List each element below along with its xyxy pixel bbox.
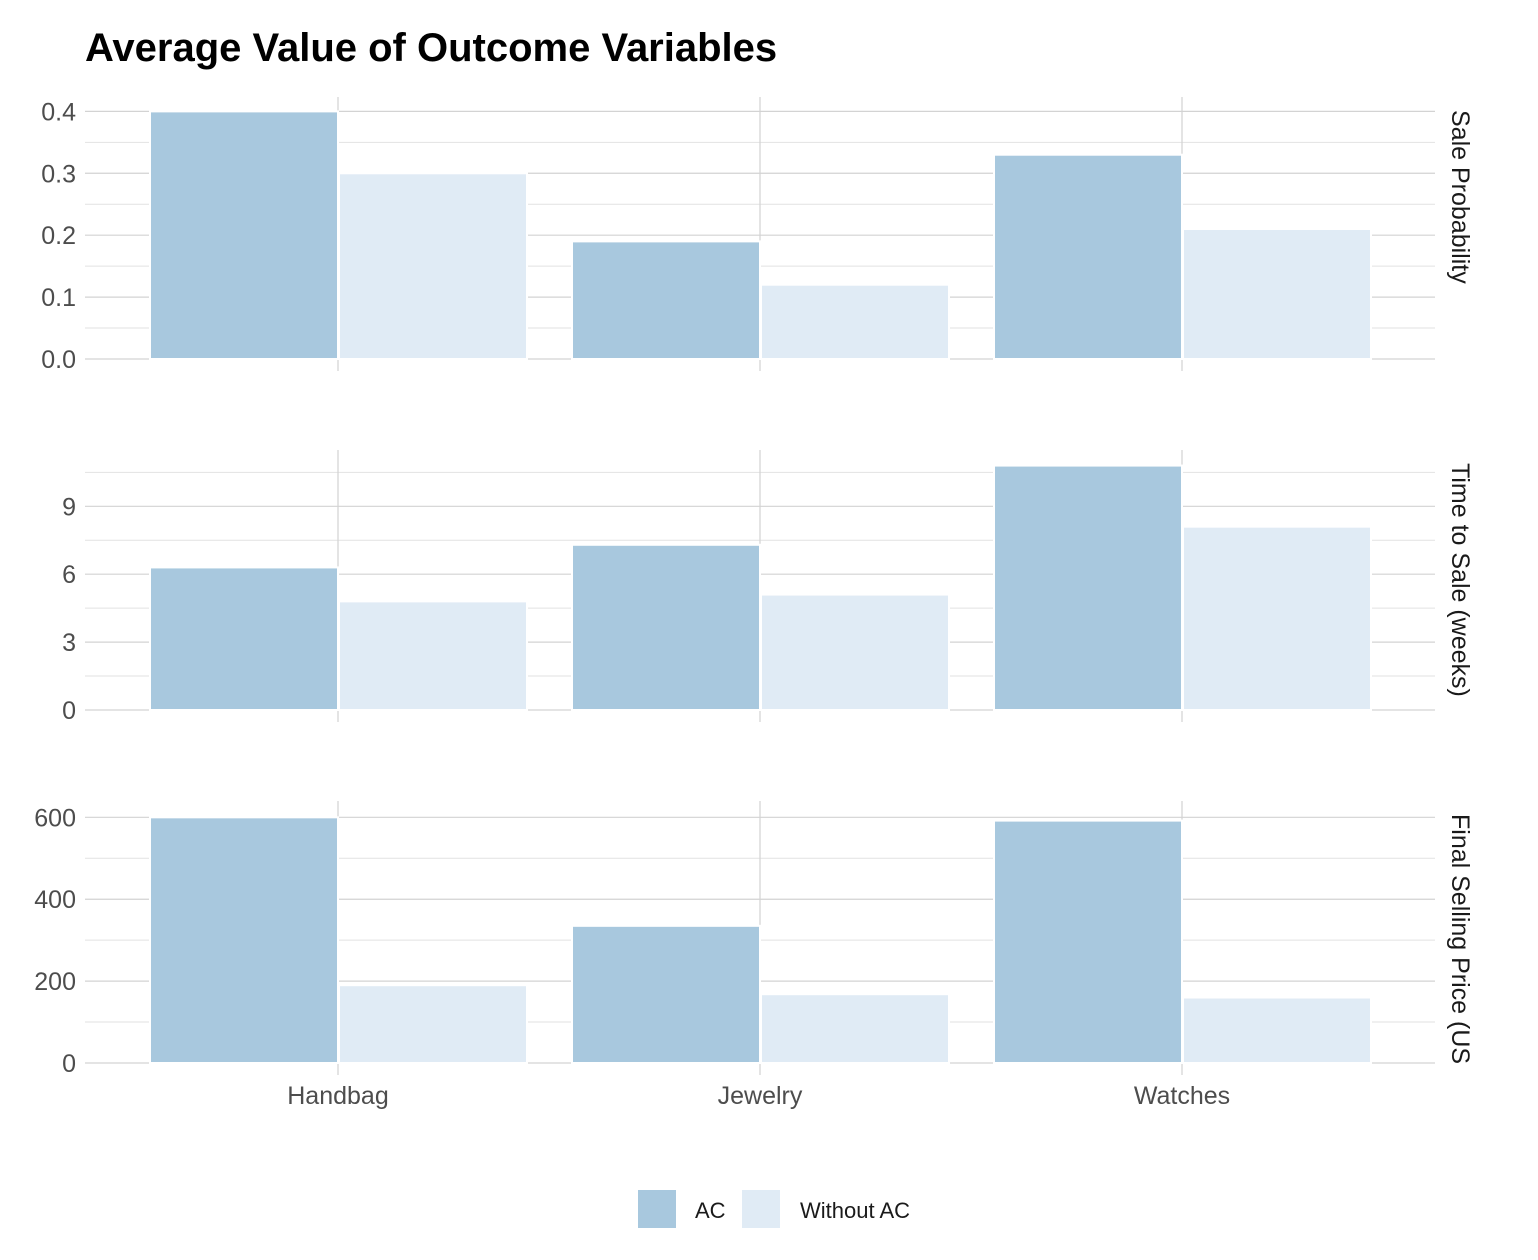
bar-ac-watches <box>993 464 1183 711</box>
bar-without-ac-handbag <box>338 984 528 1064</box>
chart-title: Average Value of Outcome Variables <box>85 26 777 70</box>
y-tick-label: 0.3 <box>41 160 76 188</box>
y-tick-label: 0.0 <box>41 346 76 374</box>
bar-ac-jewelry <box>571 543 761 712</box>
y-tick-label: 9 <box>62 493 76 521</box>
bar-ac-jewelry <box>571 924 761 1065</box>
bar-ac-handbag <box>149 816 339 1064</box>
bar-without-ac-jewelry <box>760 993 950 1064</box>
panel-strip-label: Time to Sale (weeks) <box>1446 463 1474 697</box>
bar-ac-handbag <box>149 566 339 712</box>
y-tick-label: 400 <box>34 886 76 914</box>
panel-0: 0.0 0.1 0.2 0.3 0.4 Sale Probability <box>41 97 1474 374</box>
bar-without-ac-watches <box>1182 525 1372 711</box>
panel-strip-label: Final Selling Price (US <box>1446 814 1474 1064</box>
bar-ac-watches <box>993 153 1183 360</box>
panel-2: 0 200 400 600 Final Selling Price (US <box>34 801 1474 1078</box>
y-tick-label: 0.4 <box>41 98 76 126</box>
panel-1: 0 3 6 9 Time to Sale (weeks) <box>62 450 1474 725</box>
x-tick-label: Jewelry <box>718 1082 803 1110</box>
y-tick-label: 200 <box>34 968 76 996</box>
bar-without-ac-handbag <box>338 172 528 360</box>
y-tick-label: 6 <box>62 561 76 589</box>
bar-without-ac-jewelry <box>760 283 950 361</box>
y-tick-label: 3 <box>62 629 76 657</box>
y-tick-label: 0.2 <box>41 222 76 250</box>
bar-without-ac-handbag <box>338 600 528 711</box>
x-axis: Handbag Jewelry Watches <box>287 1082 1230 1110</box>
bar-ac-jewelry <box>571 240 761 360</box>
chart-panels: 0.0 0.1 0.2 0.3 0.4 Sale Probability 0 3 6 9 Time … <box>34 97 1474 1078</box>
chart-legend: AC Without AC <box>638 1190 910 1228</box>
legend-swatch-ac <box>638 1190 676 1228</box>
legend-swatch-without-ac <box>742 1190 780 1228</box>
y-tick-label: 0 <box>62 1050 76 1078</box>
bar-ac-watches <box>993 819 1183 1065</box>
bar-without-ac-watches <box>1182 228 1372 360</box>
legend-label: AC <box>695 1198 726 1223</box>
bar-ac-handbag <box>149 110 339 360</box>
y-tick-label: 600 <box>34 804 76 832</box>
y-tick-label: 0.1 <box>41 284 76 312</box>
bar-without-ac-jewelry <box>760 593 950 711</box>
x-tick-label: Handbag <box>287 1082 388 1110</box>
x-tick-label: Watches <box>1134 1082 1230 1110</box>
panel-strip-label: Sale Probability <box>1446 110 1474 284</box>
y-tick-label: 0 <box>62 697 76 725</box>
legend-label: Without AC <box>800 1198 910 1223</box>
bar-without-ac-watches <box>1182 996 1372 1064</box>
